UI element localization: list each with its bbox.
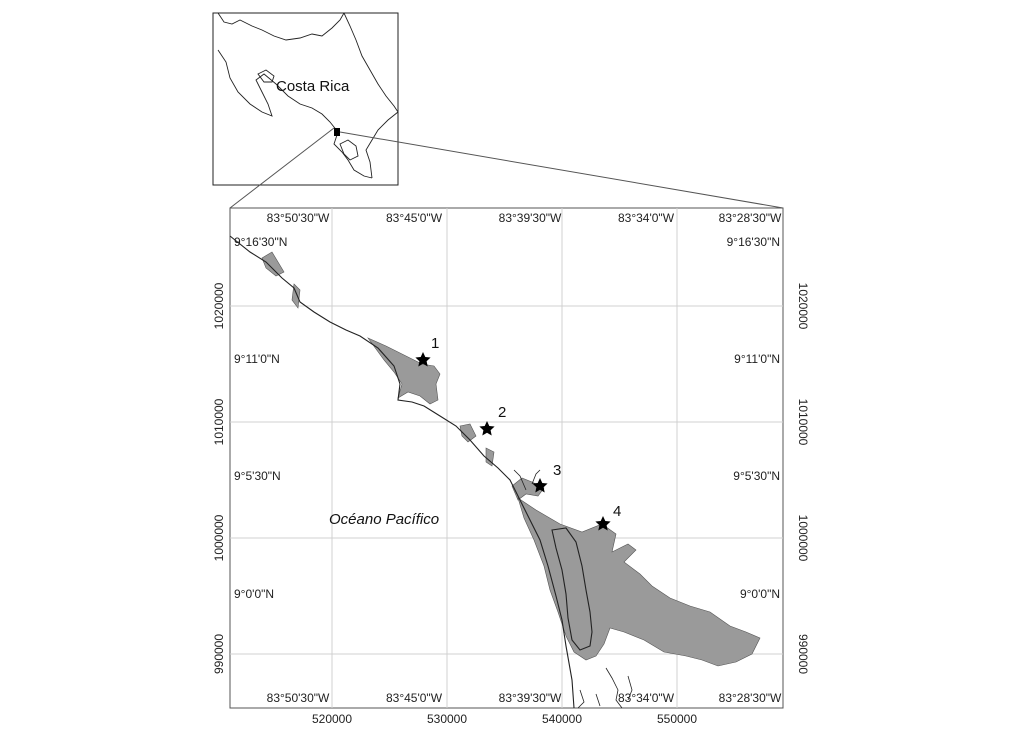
lat-label: 9°5'30"N [733, 469, 780, 483]
inset-caribbean-coast [343, 13, 398, 113]
coastline-group [229, 235, 633, 709]
site-star [479, 421, 495, 436]
northing-labels-left: 1020000 1010000 1000000 990000 [212, 282, 226, 674]
wetland-areas [261, 251, 761, 667]
lat-label: 9°11'0"N [734, 352, 780, 366]
inset-map: Costa Rica [212, 12, 399, 186]
inset-study-area [334, 128, 340, 136]
easting-label: 540000 [542, 712, 582, 726]
river-south [605, 667, 633, 709]
site-star [532, 478, 548, 493]
lat-label: 9°11'0"N [234, 352, 280, 366]
inset-frame [212, 12, 399, 186]
lon-label: 83°28'30"W [719, 691, 782, 705]
lon-labels-bottom: 83°50'30"W 83°45'0"W 83°39'30"W 83°34'0"… [267, 691, 782, 705]
site-label: 4 [613, 503, 621, 520]
river-delta-loop [551, 527, 593, 651]
lon-label: 83°50'30"W [267, 211, 330, 225]
lon-label: 83°34'0"W [618, 691, 675, 705]
wetland-south-delta [517, 497, 761, 667]
leader-line-left [229, 127, 335, 209]
lon-labels-top: 83°50'30"W 83°45'0"W 83°39'30"W 83°34'0"… [267, 211, 782, 225]
site-label: 2 [498, 404, 506, 421]
northing-label: 990000 [796, 634, 810, 674]
lon-label: 83°34'0"W [618, 211, 675, 225]
inset-border-south [365, 111, 398, 179]
lat-labels-left: 9°16'30"N 9°11'0"N 9°5'30"N 9°0'0"N [234, 235, 287, 601]
easting-label: 520000 [312, 712, 352, 726]
inset-country-label: Costa Rica [276, 78, 350, 95]
inset-pacific-coast [217, 49, 373, 179]
northing-label: 1020000 [212, 282, 226, 329]
northing-label: 1020000 [796, 283, 810, 330]
wetland-small-a [291, 283, 301, 309]
coast-south-curl [577, 689, 601, 709]
leader-line-right [339, 131, 784, 209]
easting-label: 530000 [427, 712, 467, 726]
lat-label: 9°16'30"N [727, 235, 780, 249]
lat-label: 9°16'30"N [234, 235, 287, 249]
lon-label: 83°45'0"W [386, 211, 443, 225]
inset-osa [339, 139, 359, 161]
northing-labels-right: 1020000 1010000 1000000 990000 [796, 283, 810, 675]
northing-label: 1000000 [796, 515, 810, 562]
northing-label: 1010000 [212, 398, 226, 445]
easting-labels: 520000 530000 540000 550000 [312, 712, 697, 726]
river-north [513, 469, 541, 491]
northing-label: 1010000 [796, 399, 810, 446]
lon-label: 83°39'30"W [499, 691, 562, 705]
lon-label: 83°45'0"W [386, 691, 443, 705]
site-star [415, 352, 431, 367]
wetland-north-tip [261, 251, 285, 277]
site-label: 3 [553, 462, 561, 479]
easting-label: 550000 [657, 712, 697, 726]
lon-label: 83°39'30"W [499, 211, 562, 225]
wetland-site2 [459, 423, 477, 443]
lat-labels-right: 9°16'30"N 9°11'0"N 9°5'30"N 9°0'0"N [727, 235, 780, 601]
site-label: 1 [431, 335, 439, 352]
ocean-label: Océano Pacífico [329, 511, 439, 528]
lon-label: 83°50'30"W [267, 691, 330, 705]
inset-lake [257, 69, 275, 83]
northing-label: 1000000 [212, 514, 226, 561]
lat-label: 9°0'0"N [740, 587, 780, 601]
lat-label: 9°0'0"N [234, 587, 274, 601]
site-markers: 1 2 3 4 [415, 335, 621, 531]
projected-grid [230, 208, 783, 708]
lon-label: 83°28'30"W [719, 211, 782, 225]
coastline [229, 235, 575, 709]
lat-label: 9°5'30"N [234, 469, 281, 483]
northing-label: 990000 [212, 634, 226, 674]
main-map: 1 2 3 4 Océano Pacífico 83°50'30"W 83°45… [212, 207, 810, 726]
inset-border-north [217, 13, 345, 41]
site-star [595, 516, 611, 531]
